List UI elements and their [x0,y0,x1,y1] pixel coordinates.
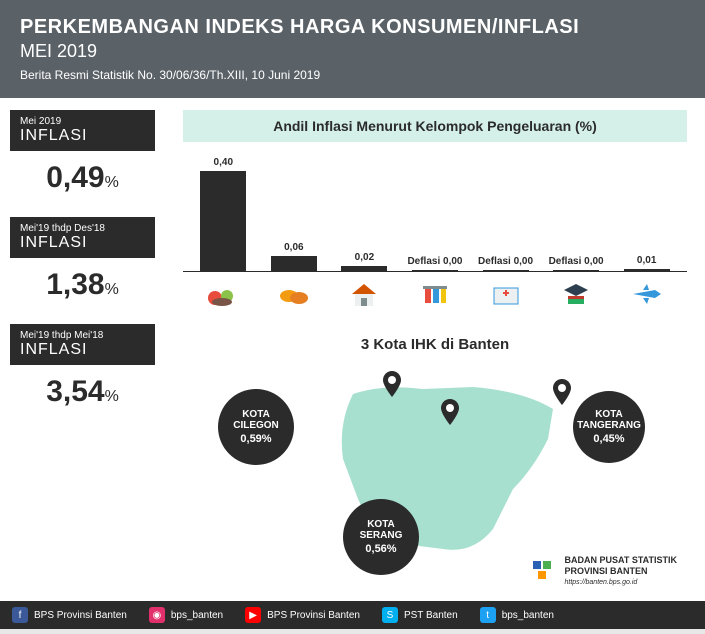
chart-bars: 0,40 0,06 0,02 Deflasi 0,00 Deflasi 0,00… [183,142,687,272]
bar-column: 0,02 [334,252,394,271]
city-name: KOTACILEGON [233,409,279,431]
social-text: BPS Provinsi Banten [267,610,360,621]
agency-logo: BADAN PUSAT STATISTIK PROVINSI BANTEN ht… [531,555,678,587]
map-pin-icon [383,371,401,402]
footer-social-item[interactable]: f BPS Provinsi Banten [12,607,127,623]
education-icon [546,278,606,310]
stat-value: 0,49 [46,161,104,194]
map-pin-icon [553,379,571,410]
chart-title: Andil Inflasi Menurut Kelompok Pengeluar… [183,110,687,142]
bar-column: Deflasi 0,00 [476,256,536,271]
stat-unit: % [105,388,119,405]
stat-period: Mei 2019 [20,116,145,127]
social-icon: S [382,607,398,623]
agency-url: https://banten.bps.go.id [565,579,638,586]
bps-logo-icon [531,557,559,585]
city-value: 0,45% [593,433,624,445]
footer-bar: f BPS Provinsi Banten ◉ bps_banten ▶ BPS… [0,601,705,629]
social-text: bps_banten [502,610,554,621]
header: PERKEMBANGAN INDEKS HARGA KONSUMEN/INFLA… [0,0,705,98]
bar-label: Deflasi 0,00 [478,256,533,267]
footer-social-item[interactable]: ◉ bps_banten [149,607,223,623]
bar-column: Deflasi 0,00 [546,256,606,271]
bar-rect [624,269,670,272]
stat-value-box: 3,54% [10,365,155,419]
social-icon: ◉ [149,607,165,623]
bar-column: Deflasi 0,00 [405,256,465,271]
agency-name2: PROVINSI BANTEN [565,566,648,576]
house-icon [334,278,394,310]
map-body: BADAN PUSAT STATISTIK PROVINSI BANTEN ht… [183,359,687,589]
stat-label: INFLASI [20,127,145,145]
stat-period: Mei'19 thdp Mei'18 [20,330,145,341]
chart-icons [183,272,687,320]
footer-social-item[interactable]: S PST Banten [382,607,458,623]
stat-card: Mei 2019 INFLASI 0,49% [10,110,155,205]
stat-header: Mei 2019 INFLASI [10,110,155,151]
bar-column: 0,01 [617,255,677,272]
health-icon [476,278,536,310]
subtitle: Berita Resmi Statistik No. 30/06/36/Th.X… [20,68,685,82]
city-value: 0,59% [240,433,271,445]
stat-value-box: 0,49% [10,151,155,205]
footer-social-item[interactable]: t bps_banten [480,607,554,623]
social-text: BPS Provinsi Banten [34,610,127,621]
stat-value: 1,38 [46,268,104,301]
month: MEI 2019 [20,41,685,62]
bar-label: 0,40 [214,157,233,168]
city-bubble: KOTATANGERANG 0,45% [573,391,645,463]
social-text: PST Banten [404,610,458,621]
title: PERKEMBANGAN INDEKS HARGA KONSUMEN/INFLA… [20,16,685,39]
bar-rect [200,171,246,271]
bar-label: Deflasi 0,00 [549,256,604,267]
stats-column: Mei 2019 INFLASI 0,49% Mei'19 thdp Des'1… [0,98,165,601]
bar-label: Deflasi 0,00 [407,256,462,267]
stat-value: 3,54 [46,375,104,408]
bar-rect [341,266,387,271]
map-title: 3 Kota IHK di Banten [183,330,687,359]
stat-unit: % [105,174,119,191]
bar-label: 0,01 [637,255,656,266]
city-name: KOTASERANG [360,519,403,541]
chart-section: Andil Inflasi Menurut Kelompok Pengeluar… [183,110,687,320]
social-icon: t [480,607,496,623]
stat-card: Mei'19 thdp Mei'18 INFLASI 3,54% [10,324,155,419]
stat-header: Mei'19 thdp Mei'18 INFLASI [10,324,155,365]
city-value: 0,56% [365,543,396,555]
stat-header: Mei'19 thdp Des'18 INFLASI [10,217,155,258]
stat-period: Mei'19 thdp Des'18 [20,223,145,234]
bar-rect [412,270,458,271]
city-name: KOTATANGERANG [577,409,641,431]
bar-rect [483,270,529,271]
food-icon [193,278,253,310]
snack-icon [264,278,324,310]
agency-name1: BADAN PUSAT STATISTIK [565,555,678,565]
stat-label: INFLASI [20,341,145,359]
stat-unit: % [105,281,119,298]
transport-icon [617,278,677,310]
clothes-icon [405,278,465,310]
bar-label: 0,06 [284,242,303,253]
map-pin-icon [441,399,459,430]
bar-label: 0,02 [355,252,374,263]
stat-card: Mei'19 thdp Des'18 INFLASI 1,38% [10,217,155,312]
stat-label: INFLASI [20,234,145,252]
bar-column: 0,40 [193,157,253,271]
map-section: 3 Kota IHK di Banten BADAN PUSAT STATIST… [183,330,687,589]
social-icon: ▶ [245,607,261,623]
footer-social-item[interactable]: ▶ BPS Provinsi Banten [245,607,360,623]
stat-value-box: 1,38% [10,258,155,312]
bar-rect [553,270,599,271]
bar-column: 0,06 [264,242,324,271]
social-text: bps_banten [171,610,223,621]
bar-rect [271,256,317,271]
city-bubble: KOTACILEGON 0,59% [218,389,294,465]
city-bubble: KOTASERANG 0,56% [343,499,419,575]
social-icon: f [12,607,28,623]
